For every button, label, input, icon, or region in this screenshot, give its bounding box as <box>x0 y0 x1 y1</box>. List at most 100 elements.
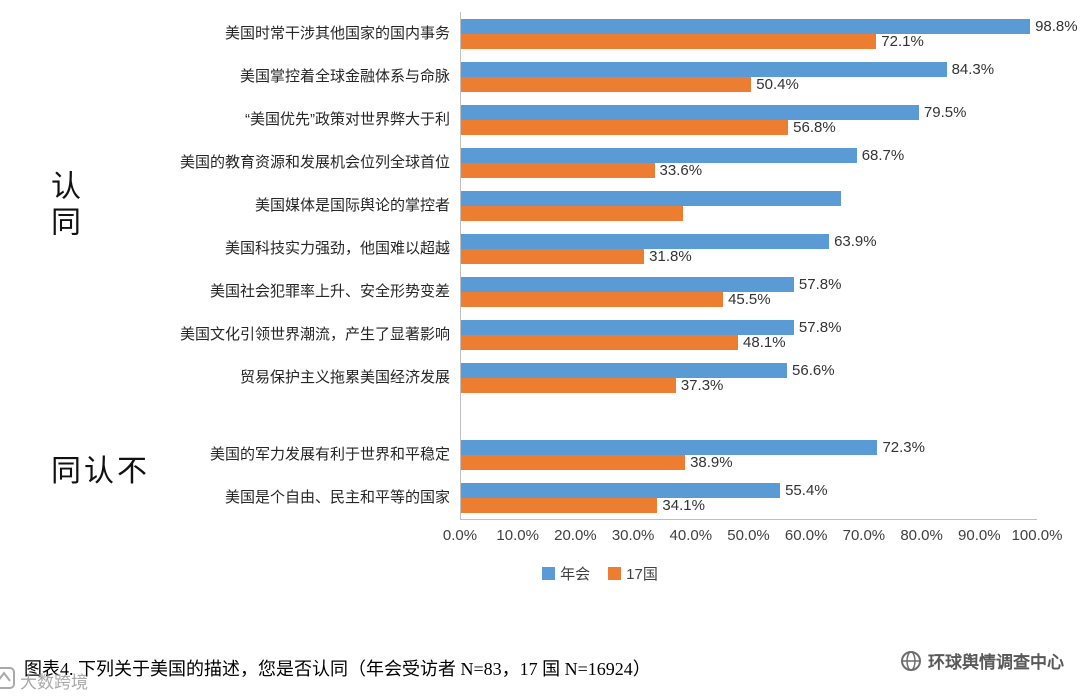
bars-area: 68.7% 33.6% <box>460 141 1037 184</box>
legend-label: 17国 <box>626 566 658 583</box>
x-axis-ticks: 0.0% 10.0% 20.0% 30.0% 40.0% 50.0% 60.0% 70.0% 8… <box>443 519 1062 547</box>
bar-line <box>461 190 1037 206</box>
category-label: 美国的教育资源和发展机会位列全球首位 <box>179 153 450 171</box>
bar-line: 37.3% <box>461 376 1037 394</box>
bar-value-label: 55.4% <box>785 481 828 499</box>
bar-line: 84.3% <box>461 60 1037 78</box>
bar-年会 <box>461 233 830 249</box>
chart-groups: 认同 美国时常干涉其他国家的国内事务 98.8% 72.1% 美国掌控着全球金融体系与命… <box>0 12 1080 519</box>
chart-row: 美国的教育资源和发展机会位列全球首位 68.7% 33.6% <box>130 141 1080 184</box>
bar-value-label: 98.8% <box>1035 17 1078 35</box>
bar-value-label: 56.8% <box>793 118 836 136</box>
group-label: 认同 <box>46 169 79 242</box>
bar-年会 <box>461 147 857 163</box>
watermark-label: 大数跨境 <box>20 673 88 692</box>
bar-年会 <box>461 61 947 77</box>
group-rows: 美国时常干涉其他国家的国内事务 98.8% 72.1% 美国掌控着全球金融体系与命脉 8… <box>130 12 1080 399</box>
bar-17国 <box>461 76 752 92</box>
chart-group: 不认同 美国的军力发展有利于世界和平稳定 72.3% 38.9% 美国是个自由、民主和平… <box>0 433 1080 519</box>
chart-row: 美国文化引领世界潮流，产生了显著影响 57.8% 48.1% <box>130 313 1080 356</box>
category-label: 美国社会犯罪率上升、安全形势变差 <box>209 282 450 300</box>
bar-value-label: 57.8% <box>798 318 842 336</box>
category-label: 美国媒体是国际舆论的掌控者 <box>254 196 450 214</box>
bar-17国 <box>461 248 645 264</box>
bar-line: 98.8% <box>461 18 1078 35</box>
x-tick-label: 80.0% <box>900 527 943 544</box>
bar-line: 56.8% <box>461 118 1037 136</box>
bar-17国 <box>461 33 877 49</box>
chart-row: 美国时常干涉其他国家的国内事务 98.8% 72.1% <box>130 12 1080 55</box>
group-rows: 美国的军力发展有利于世界和平稳定 72.3% 38.9% 美国是个自由、民主和平等的国… <box>130 433 1080 519</box>
bar-value-label: 50.4% <box>756 75 799 93</box>
legend-swatch <box>608 567 622 580</box>
category-label: 贸易保护主义拖累美国经济发展 <box>239 368 450 386</box>
bar-line: 33.6% <box>461 161 1037 179</box>
bar-line <box>461 205 1037 221</box>
chart-row: 贸易保护主义拖累美国经济发展 56.6% 37.3% <box>130 356 1080 399</box>
chart-row: 美国是个自由、民主和平等的国家 55.4% 34.1% <box>130 476 1080 519</box>
bar-17国 <box>461 377 676 393</box>
bar-年会 <box>461 190 842 206</box>
x-tick-label: 100.0% <box>1011 527 1063 544</box>
chart-row: 美国科技实力强劲，他国难以超越 63.9% 31.8% <box>130 227 1080 270</box>
bar-value-label: 72.1% <box>881 32 924 50</box>
bars-area: 57.8% 48.1% <box>460 313 1037 356</box>
x-tick-label: 50.0% <box>727 527 770 544</box>
bar-value-label: 34.1% <box>662 496 705 514</box>
bars-area <box>460 184 1037 227</box>
x-tick-label: 70.0% <box>842 527 886 544</box>
chart-group: 认同 美国时常干涉其他国家的国内事务 98.8% 72.1% 美国掌控着全球金融体系与命… <box>0 12 1080 399</box>
bar-value-label: 68.7% <box>861 146 905 164</box>
category-label: 美国科技实力强劲，他国难以超越 <box>224 239 450 257</box>
bar-value-label: 79.5% <box>923 103 967 121</box>
bar-line: 72.3% <box>461 438 1037 456</box>
bar-line: 45.5% <box>461 290 1037 308</box>
bars-area: 79.5% 56.8% <box>460 98 1037 141</box>
chart-row: 美国掌控着全球金融体系与命脉 84.3% 50.4% <box>130 55 1080 98</box>
bar-年会 <box>461 276 794 292</box>
bar-年会 <box>461 439 878 455</box>
bar-line: 68.7% <box>461 146 1037 164</box>
bars-area: 56.6% 37.3% <box>460 356 1037 399</box>
bar-value-label: 84.3% <box>951 60 995 78</box>
bar-value-label: 45.5% <box>728 290 771 308</box>
branding-label: 环球舆情调查中心 <box>928 653 1064 672</box>
bar-value-label: 57.8% <box>798 275 842 293</box>
bar-年会 <box>461 18 1031 34</box>
legend-label: 年会 <box>560 566 591 583</box>
watermark: 大数跨境 <box>0 666 88 695</box>
bar-value-label: 33.6% <box>659 161 703 179</box>
bar-value-label: 72.3% <box>882 438 925 456</box>
bar-17国 <box>461 334 739 350</box>
x-tick-label: 20.0% <box>554 527 597 544</box>
chart-row: 美国社会犯罪率上升、安全形势变差 57.8% 45.5% <box>130 270 1080 313</box>
bar-17国 <box>461 291 724 307</box>
group-gap <box>460 399 1037 433</box>
legend-item: 年会 <box>542 563 590 584</box>
bar-value-label: 56.6% <box>792 361 835 379</box>
x-tick-label: 60.0% <box>784 527 828 544</box>
group-label: 不认同 <box>46 454 145 491</box>
bar-value-label: 37.3% <box>680 376 724 394</box>
bar-line: 57.8% <box>461 275 1037 293</box>
x-tick-label: 40.0% <box>669 527 713 544</box>
x-tick-label: 30.0% <box>611 527 655 544</box>
bar-value-label: 48.1% <box>743 333 786 351</box>
category-label: 美国是个自由、民主和平等的国家 <box>224 488 450 506</box>
bar-line: 48.1% <box>461 333 1037 351</box>
bar-line: 63.9% <box>461 233 1037 250</box>
chart-row: “美国优先”政策对世界弊大于利 79.5% 56.8% <box>130 98 1080 141</box>
bar-line: 57.8% <box>461 318 1037 336</box>
bar-value-label: 31.8% <box>649 247 692 265</box>
category-label: 美国掌控着全球金融体系与命脉 <box>239 67 450 85</box>
legend-swatch <box>542 567 556 580</box>
globe-icon <box>900 650 922 672</box>
bars-area: 55.4% 34.1% <box>460 476 1037 519</box>
legend-item: 17国 <box>608 563 658 584</box>
bar-line: 50.4% <box>461 75 1037 93</box>
legend: 年会 17国 <box>120 563 1080 584</box>
bar-line: 38.9% <box>461 454 1037 471</box>
bar-line: 31.8% <box>461 247 1037 265</box>
x-tick-label: 90.0% <box>958 527 1001 544</box>
x-tick-label: 10.0% <box>496 527 539 544</box>
